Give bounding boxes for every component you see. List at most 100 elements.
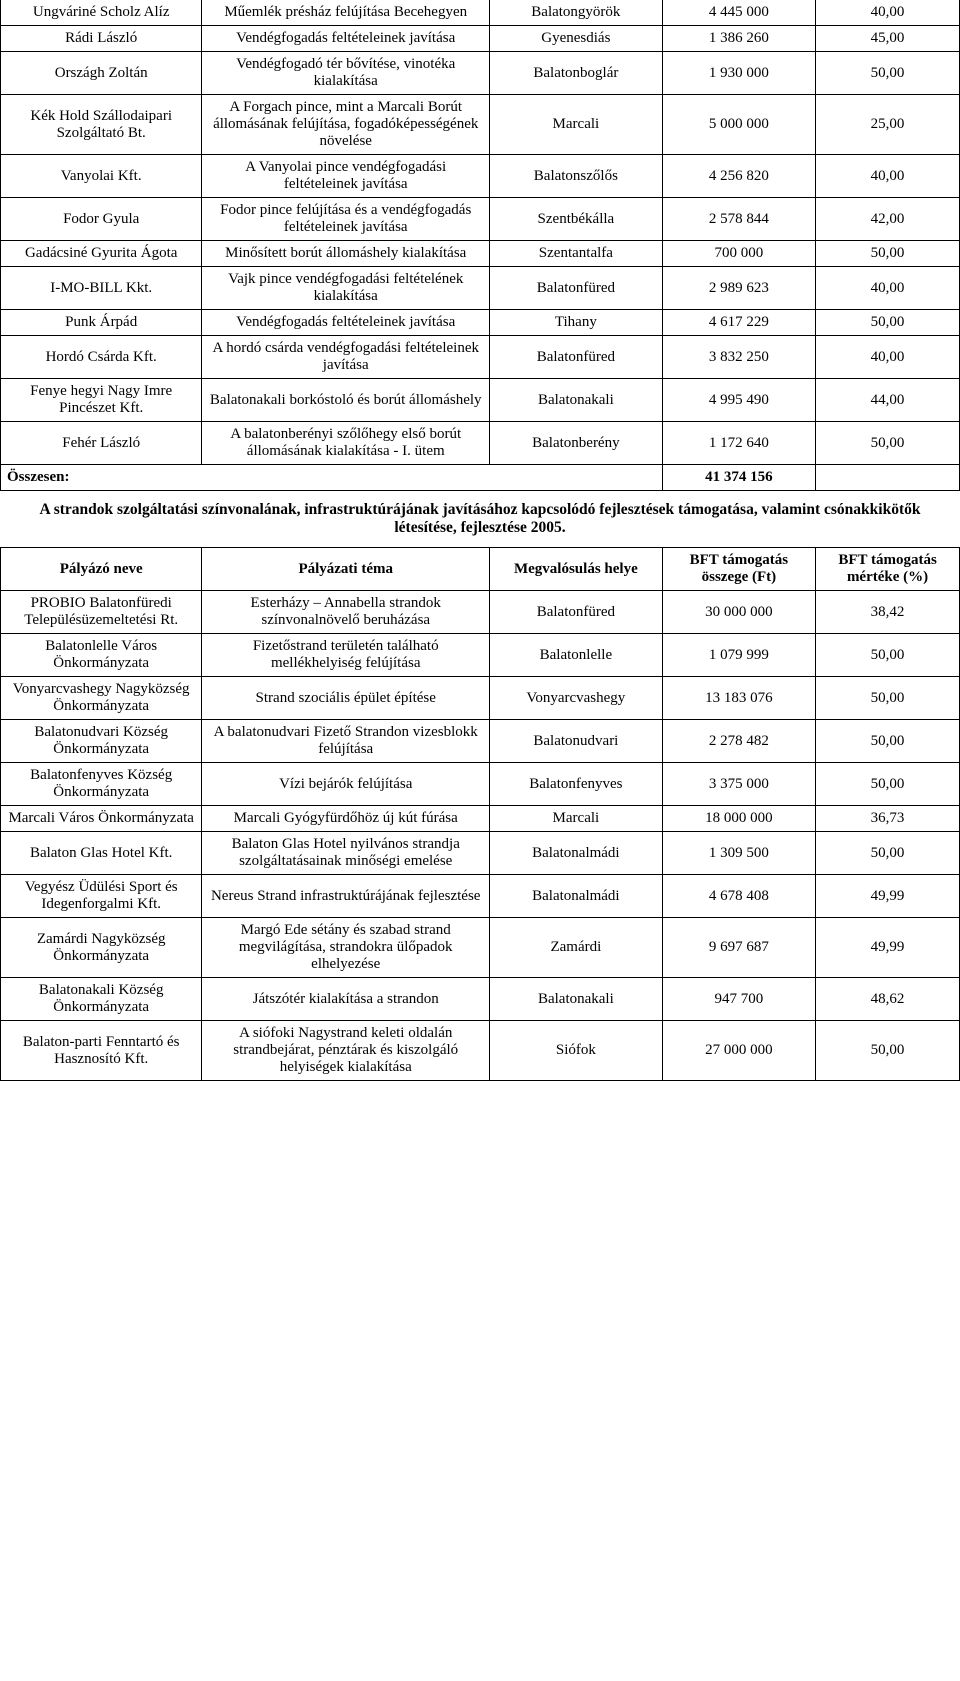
cell: 4 678 408 xyxy=(662,875,815,918)
cell: A Vanyolai pince vendégfogadási feltétel… xyxy=(202,155,490,198)
cell: Balaton Glas Hotel Kft. xyxy=(1,832,202,875)
table-row: Punk ÁrpádVendégfogadás feltételeinek ja… xyxy=(1,310,960,336)
cell-empty xyxy=(816,465,960,491)
table-row: Gadácsiné Gyurita ÁgotaMinősített borút … xyxy=(1,241,960,267)
cell: Szentantalfa xyxy=(490,241,663,267)
cell: 30 000 000 xyxy=(662,591,815,634)
table-row: Balatonudvari Község ÖnkormányzataA bala… xyxy=(1,720,960,763)
cell: Esterházy – Annabella strandok színvonal… xyxy=(202,591,490,634)
cell: 40,00 xyxy=(816,267,960,310)
cell: Balatonfenyves Község Önkormányzata xyxy=(1,763,202,806)
cell: 947 700 xyxy=(662,978,815,1021)
cell: 4 445 000 xyxy=(662,0,815,26)
cell: Balatonfüred xyxy=(490,336,663,379)
total-row: Összesen:41 374 156 xyxy=(1,465,960,491)
cell: 50,00 xyxy=(816,763,960,806)
cell: Vanyolai Kft. xyxy=(1,155,202,198)
cell: Műemlék présház felújítása Becehegyen xyxy=(202,0,490,26)
cell: Vajk pince vendégfogadási feltételének k… xyxy=(202,267,490,310)
cell: Balatonakali xyxy=(490,379,663,422)
table-row: Országh ZoltánVendégfogadó tér bővítése,… xyxy=(1,52,960,95)
column-header: Pályázati téma xyxy=(202,548,490,591)
cell: Vízi bejárók felújítása xyxy=(202,763,490,806)
cell: 50,00 xyxy=(816,1021,960,1081)
cell: Balatonakali Község Önkormányzata xyxy=(1,978,202,1021)
total-label: Összesen: xyxy=(1,465,663,491)
cell: Rádi László xyxy=(1,26,202,52)
cell: 40,00 xyxy=(816,336,960,379)
cell: 1 309 500 xyxy=(662,832,815,875)
table-row: Fodor GyulaFodor pince felújítása és a v… xyxy=(1,198,960,241)
column-header: BFT támogatás összege (Ft) xyxy=(662,548,815,591)
column-header: Pályázó neve xyxy=(1,548,202,591)
cell: 27 000 000 xyxy=(662,1021,815,1081)
cell: Balatonakali borkóstoló és borút állomás… xyxy=(202,379,490,422)
cell: 4 995 490 xyxy=(662,379,815,422)
cell: 49,99 xyxy=(816,918,960,978)
cell: Fodor Gyula xyxy=(1,198,202,241)
cell: A balatonudvari Fizető Strandon vizesblo… xyxy=(202,720,490,763)
cell: 700 000 xyxy=(662,241,815,267)
cell: Tihany xyxy=(490,310,663,336)
cell: Balatonfenyves xyxy=(490,763,663,806)
cell: 13 183 076 xyxy=(662,677,815,720)
cell: Országh Zoltán xyxy=(1,52,202,95)
cell: PROBIO Balatonfüredi Településüzemelteté… xyxy=(1,591,202,634)
table-row: PROBIO Balatonfüredi Településüzemelteté… xyxy=(1,591,960,634)
cell: Vendégfogadás feltételeinek javítása xyxy=(202,310,490,336)
cell: 50,00 xyxy=(816,52,960,95)
cell: Ungváriné Scholz Alíz xyxy=(1,0,202,26)
table-row: Fehér LászlóA balatonberényi szőlőhegy e… xyxy=(1,422,960,465)
cell: Marcali Város Önkormányzata xyxy=(1,806,202,832)
cell: Balatongyörök xyxy=(490,0,663,26)
cell: 45,00 xyxy=(816,26,960,52)
cell: Fizetőstrand területén található mellékh… xyxy=(202,634,490,677)
cell: Balatonfüred xyxy=(490,591,663,634)
cell: 50,00 xyxy=(816,677,960,720)
table-row: Kék Hold Szállodaipari Szolgáltató Bt.A … xyxy=(1,95,960,155)
cell: Vegyész Üdülési Sport és Idegenforgalmi … xyxy=(1,875,202,918)
table-2: Pályázó nevePályázati témaMegvalósulás h… xyxy=(0,547,960,1081)
cell: Vendégfogadó tér bővítése, vinotéka kial… xyxy=(202,52,490,95)
cell: 44,00 xyxy=(816,379,960,422)
cell: 2 278 482 xyxy=(662,720,815,763)
table-row: Balatonfenyves Község ÖnkormányzataVízi … xyxy=(1,763,960,806)
cell: Balatonfüred xyxy=(490,267,663,310)
cell: Hordó Csárda Kft. xyxy=(1,336,202,379)
table-row: Balatonlelle Város ÖnkormányzataFizetőst… xyxy=(1,634,960,677)
table-row: Hordó Csárda Kft.A hordó csárda vendégfo… xyxy=(1,336,960,379)
cell: Balaton-parti Fenntartó és Hasznosító Kf… xyxy=(1,1021,202,1081)
cell: 2 578 844 xyxy=(662,198,815,241)
table-row: Balaton-parti Fenntartó és Hasznosító Kf… xyxy=(1,1021,960,1081)
cell: Strand szociális épület építése xyxy=(202,677,490,720)
cell: Balatonlelle Város Önkormányzata xyxy=(1,634,202,677)
cell: Vonyarcvashegy Nagyközség Önkormányzata xyxy=(1,677,202,720)
cell: 50,00 xyxy=(816,310,960,336)
cell: Gadácsiné Gyurita Ágota xyxy=(1,241,202,267)
table-row: Vanyolai Kft.A Vanyolai pince vendégfoga… xyxy=(1,155,960,198)
table-row: Zamárdi Nagyközség ÖnkormányzataMargó Ed… xyxy=(1,918,960,978)
cell: 50,00 xyxy=(816,634,960,677)
cell: Fenye hegyi Nagy Imre Pincészet Kft. xyxy=(1,379,202,422)
cell: 36,73 xyxy=(816,806,960,832)
cell: 9 697 687 xyxy=(662,918,815,978)
table-1-continuation: Ungváriné Scholz AlízMűemlék présház fel… xyxy=(0,0,960,491)
table-row: I-MO-BILL Kkt.Vajk pince vendégfogadási … xyxy=(1,267,960,310)
cell: 50,00 xyxy=(816,832,960,875)
table-row: Vegyész Üdülési Sport és Idegenforgalmi … xyxy=(1,875,960,918)
cell: I-MO-BILL Kkt. xyxy=(1,267,202,310)
cell: 1 386 260 xyxy=(662,26,815,52)
cell: Zamárdi Nagyközség Önkormányzata xyxy=(1,918,202,978)
cell: A balatonberényi szőlőhegy első borút ál… xyxy=(202,422,490,465)
cell: Vendégfogadás feltételeinek javítása xyxy=(202,26,490,52)
table-row: Fenye hegyi Nagy Imre Pincészet Kft.Bala… xyxy=(1,379,960,422)
cell: 25,00 xyxy=(816,95,960,155)
cell: 49,99 xyxy=(816,875,960,918)
cell: 2 989 623 xyxy=(662,267,815,310)
cell: 1 930 000 xyxy=(662,52,815,95)
cell: Marcali xyxy=(490,95,663,155)
cell: Szentbékálla xyxy=(490,198,663,241)
table-header-row: Pályázó nevePályázati témaMegvalósulás h… xyxy=(1,548,960,591)
cell: 5 000 000 xyxy=(662,95,815,155)
cell: Marcali xyxy=(490,806,663,832)
